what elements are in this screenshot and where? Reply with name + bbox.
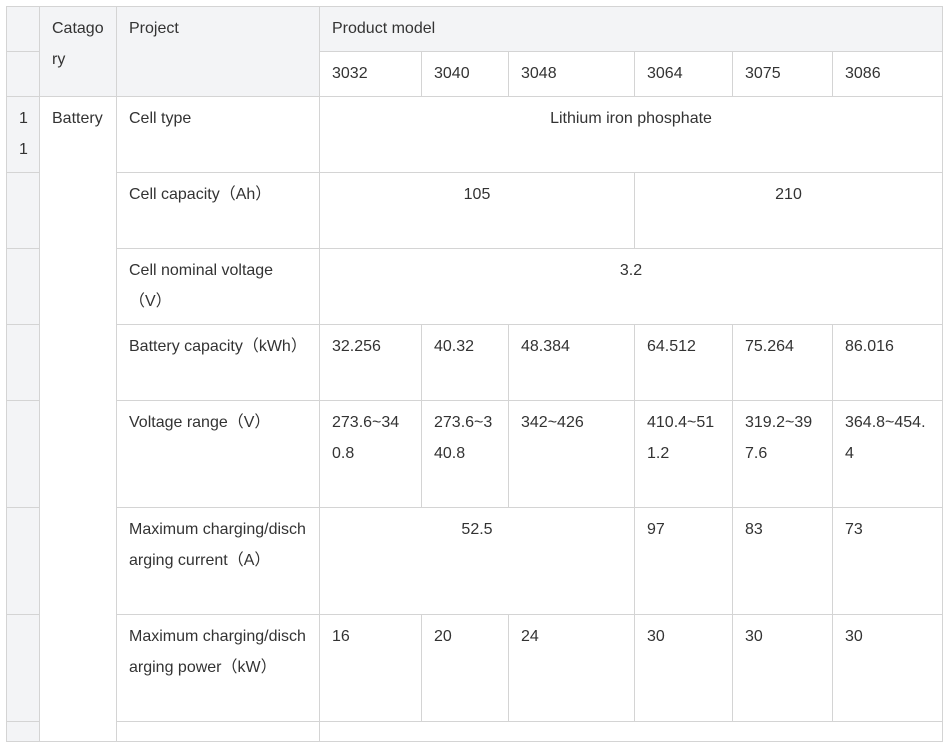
header-row-1: Catagory Project Product model — [6, 6, 944, 97]
project-label: Cell nominal voltage（V） — [116, 248, 320, 325]
row-index: 11 — [6, 96, 40, 173]
value-cell: 20 — [421, 614, 509, 722]
header-row-2: 3032 3040 3048 3064 3075 3086 — [6, 51, 944, 97]
group-b-value: 210 — [633, 172, 944, 249]
header-product-model: Product model — [318, 6, 944, 52]
value-cell: 30 — [732, 614, 833, 722]
row-index — [6, 248, 40, 325]
value-cell: 40.32 — [421, 324, 509, 401]
value-cell: 97 — [634, 507, 733, 615]
table-row-cell-type: 11 Battery Cell type Lithium iron phosph… — [6, 96, 944, 742]
value-cell: 48.384 — [508, 324, 635, 401]
table-row-battery-capacity: Battery capacity（kWh） 32.256 40.32 48.38… — [6, 324, 944, 401]
table-row-next — [6, 721, 944, 742]
category-battery: Battery — [39, 96, 117, 742]
project-label — [116, 721, 320, 742]
row-index — [6, 507, 40, 615]
row-index — [6, 614, 40, 722]
value-cell: 273.6~340.8 — [319, 400, 422, 508]
value-cell: 32.256 — [319, 324, 422, 401]
header-project: Project — [116, 6, 320, 97]
value-cell — [318, 721, 944, 742]
model-3048: 3048 — [508, 51, 635, 97]
value-cell: 16 — [319, 614, 422, 722]
value-cell: 30 — [831, 614, 944, 722]
model-3032: 3032 — [319, 51, 422, 97]
table-row-max-current: Maximum charging/discharging current（A） … — [6, 507, 944, 615]
project-label: Battery capacity（kWh） — [116, 324, 320, 401]
value-cell: 410.4~511.2 — [634, 400, 733, 508]
project-label: Cell capacity（Ah） — [116, 172, 320, 249]
row-index — [6, 721, 40, 742]
table-row-max-power: Maximum charging/discharging power（kW） 1… — [6, 614, 944, 722]
value-cell: 24 — [508, 614, 635, 722]
row-index — [6, 324, 40, 401]
value-cell: 73 — [831, 507, 944, 615]
header-category: Catagory — [39, 6, 117, 97]
value-cell: 75.264 — [732, 324, 833, 401]
model-3040: 3040 — [421, 51, 509, 97]
group-a-value: 105 — [319, 172, 635, 249]
merged-value: Lithium iron phosphate — [318, 96, 944, 173]
battery-spec-table: Catagory Project Product model 3032 3040… — [6, 6, 944, 742]
group-a-value: 52.5 — [319, 507, 635, 615]
project-label: Voltage range（V） — [116, 400, 320, 508]
value-cell: 273.6~340.8 — [421, 400, 509, 508]
value-cell: 364.8~454.4 — [831, 400, 944, 508]
value-cell: 83 — [732, 507, 833, 615]
header-index-cell — [6, 51, 40, 97]
project-label: Maximum charging/discharging current（A） — [116, 507, 320, 615]
row-index — [6, 400, 40, 508]
row-index — [6, 172, 40, 249]
table-row-voltage-range: Voltage range（V） 273.6~340.8 273.6~340.8… — [6, 400, 944, 508]
header-index-cell — [6, 6, 40, 52]
value-cell: 64.512 — [634, 324, 733, 401]
project-label: Cell type — [116, 96, 320, 173]
merged-value: 3.2 — [318, 248, 944, 325]
model-3086: 3086 — [831, 51, 944, 97]
project-label: Maximum charging/discharging power（kW） — [116, 614, 320, 722]
table-row-cell-nominal-voltage: Cell nominal voltage（V） 3.2 — [6, 248, 944, 325]
model-3064: 3064 — [634, 51, 733, 97]
value-cell: 86.016 — [831, 324, 944, 401]
value-cell: 342~426 — [508, 400, 635, 508]
value-cell: 319.2~397.6 — [732, 400, 833, 508]
model-3075: 3075 — [732, 51, 833, 97]
value-cell: 30 — [634, 614, 733, 722]
table-row-cell-capacity: Cell capacity（Ah） 105 210 — [6, 172, 944, 249]
